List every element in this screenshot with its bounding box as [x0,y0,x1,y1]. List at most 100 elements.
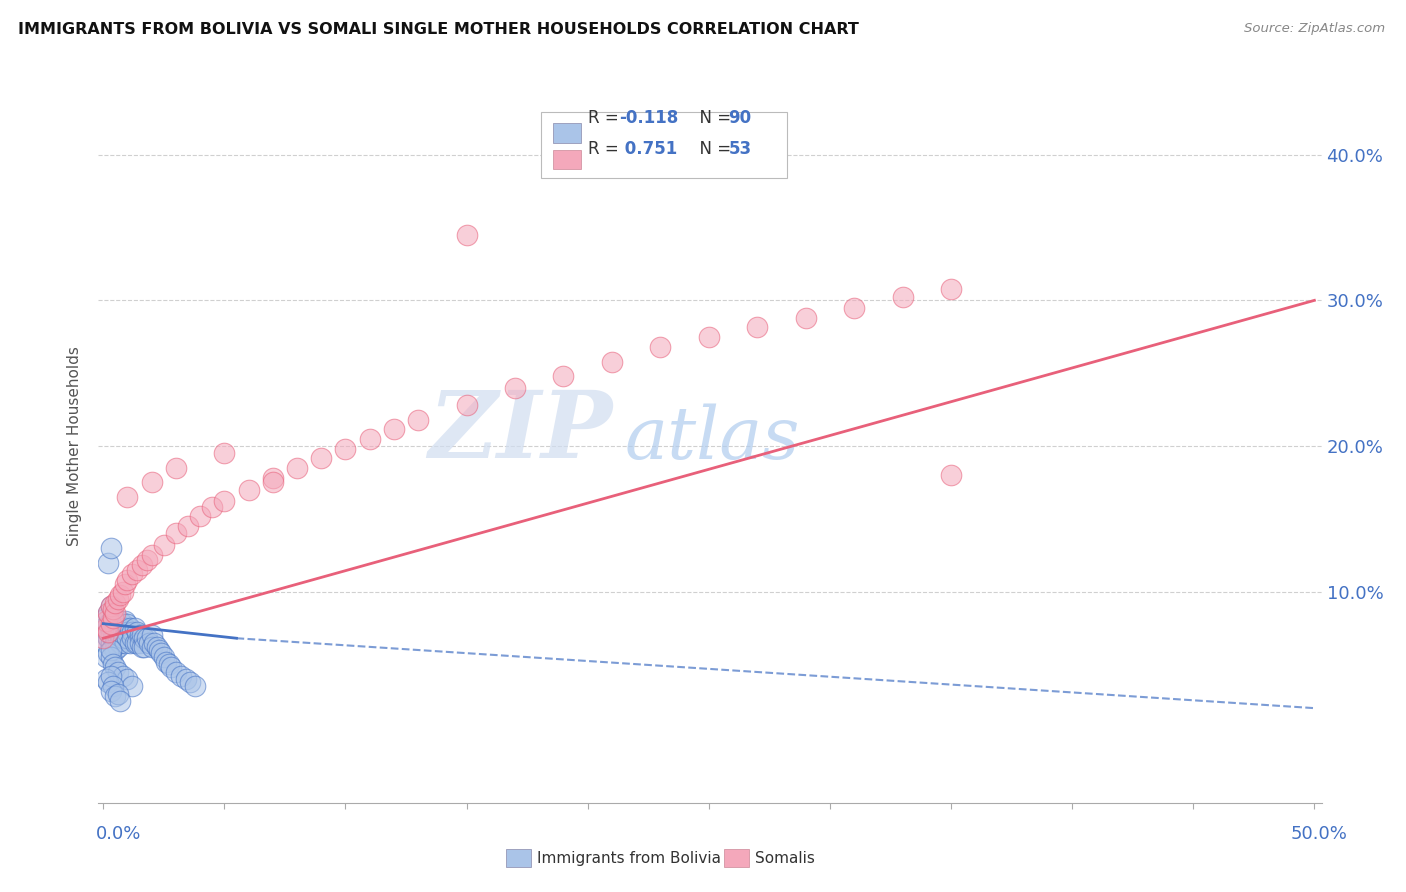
Text: N =: N = [689,109,737,127]
Point [285,460,308,475]
Point [94,621,117,635]
Text: 0.751: 0.751 [619,140,676,158]
Point [104,621,127,635]
Text: R =: R = [588,140,624,158]
Point [97,674,120,689]
Point [101,611,124,625]
Point [131,558,153,573]
Point [697,330,720,344]
Point [406,413,429,427]
Point [107,687,129,701]
Point [794,310,817,325]
Point [101,632,124,646]
Point [104,611,127,625]
Point [101,679,124,693]
Point [97,632,120,646]
Text: N =: N = [689,140,737,158]
Point [179,674,201,689]
Point [114,621,136,635]
Point [456,398,478,412]
Point [114,635,136,649]
Point [97,607,120,621]
Point [100,541,122,555]
Point [148,643,170,657]
Point [110,635,132,649]
Point [214,446,236,460]
Point [553,369,575,384]
Point [141,640,163,654]
Point [100,669,122,683]
Text: IMMIGRANTS FROM BOLIVIA VS SOMALI SINGLE MOTHER HOUSEHOLDS CORRELATION CHART: IMMIGRANTS FROM BOLIVIA VS SOMALI SINGLE… [18,22,859,37]
Text: 90: 90 [728,109,751,127]
Point [165,460,187,475]
Text: 50.0%: 50.0% [1291,825,1347,843]
Point [939,468,962,483]
Point [844,301,866,315]
Point [107,616,129,631]
Point [100,628,122,642]
Point [117,632,139,646]
Point [110,588,132,602]
Point [503,381,526,395]
Point [110,614,132,628]
Point [117,616,139,631]
Point [117,672,139,686]
Point [155,655,177,669]
Point [359,432,381,446]
Point [110,621,132,635]
Point [104,660,127,674]
Point [165,526,187,541]
Point [174,672,197,686]
Point [128,628,150,642]
Point [118,635,141,649]
Point [101,640,124,654]
Point [121,625,143,640]
Point [262,475,284,490]
Point [157,657,180,672]
Point [104,628,127,642]
Point [104,643,127,657]
Point [117,573,139,587]
Point [100,616,122,631]
Text: 53: 53 [728,140,751,158]
Point [124,635,146,649]
Point [91,632,114,646]
Point [94,614,117,628]
Point [100,599,122,614]
Point [100,599,122,614]
Point [121,679,143,693]
Point [107,591,129,606]
Point [94,650,117,665]
Point [101,602,124,616]
Point [101,657,124,672]
Point [100,643,122,657]
Point [111,625,134,640]
Point [153,538,176,552]
Point [141,628,163,642]
Point [111,616,134,631]
Point [747,319,769,334]
Point [153,650,176,665]
Point [309,450,332,465]
Point [117,625,139,640]
Point [104,690,127,704]
Point [335,442,357,456]
Point [104,596,127,610]
Point [110,694,132,708]
Point [104,635,127,649]
Point [117,490,139,504]
Point [138,635,160,649]
Text: Source: ZipAtlas.com: Source: ZipAtlas.com [1244,22,1385,36]
Point [160,660,183,674]
Point [165,665,187,679]
Point [127,635,149,649]
Point [141,548,163,562]
Text: R =: R = [588,109,624,127]
Point [114,577,136,591]
Text: atlas: atlas [624,403,800,475]
Point [107,625,129,640]
Point [104,607,127,621]
Point [100,635,122,649]
Text: ZIP: ZIP [427,387,612,476]
Point [101,616,124,631]
